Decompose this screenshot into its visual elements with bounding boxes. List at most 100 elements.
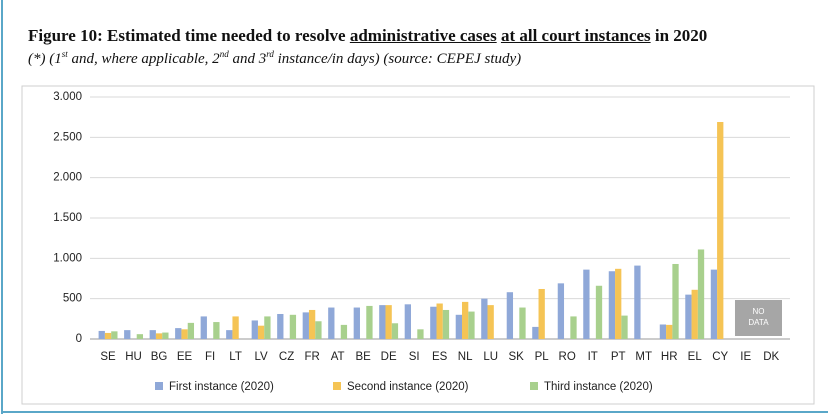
bar (264, 316, 271, 339)
text-part: and, where applicable, 2 (67, 51, 220, 67)
bar (277, 313, 284, 339)
x-tick-label: NL (458, 351, 473, 363)
bar (391, 323, 399, 339)
bar (481, 298, 488, 339)
bar (226, 330, 233, 339)
bar (666, 324, 673, 339)
bar (232, 316, 239, 339)
x-tick-label: MT (635, 351, 652, 363)
text-part: at all court instances (500, 26, 651, 45)
text-part: nd (219, 49, 229, 59)
bar (385, 305, 392, 339)
y-tick-label: 2.500 (53, 131, 82, 143)
legend-swatch (155, 382, 163, 390)
x-tick-label: FI (205, 351, 215, 363)
bar (672, 263, 679, 339)
bar (155, 333, 163, 339)
x-tick-label: AT (331, 351, 345, 363)
bar (506, 292, 514, 339)
x-tick-label: SK (509, 351, 525, 363)
x-tick-label: LU (483, 351, 498, 363)
x-tick-label: DK (763, 351, 779, 363)
bar (124, 330, 131, 339)
bar (634, 265, 641, 339)
bar (685, 294, 692, 339)
bar (697, 249, 705, 339)
no-data-box (734, 300, 782, 336)
chart-subtitle: (*) (1st and, where applicable, 2nd and … (28, 49, 521, 68)
text-part: in 2020 (650, 26, 708, 45)
x-tick-label: EE (177, 351, 193, 363)
bar (289, 314, 297, 339)
y-tick-label: 0 (76, 333, 82, 345)
bar (442, 309, 450, 339)
bar (417, 329, 424, 339)
frame-left (1, 0, 3, 414)
bar (615, 268, 622, 339)
bar (519, 307, 526, 339)
bar (532, 326, 539, 339)
legend-label: First instance (2020) (169, 381, 274, 393)
bar (315, 321, 322, 339)
bar (136, 334, 144, 339)
bar (468, 311, 475, 339)
bar (487, 305, 494, 339)
bar (187, 322, 195, 339)
bar (659, 324, 667, 339)
bar (111, 331, 118, 339)
chart-title: Figure 10: Estimated time needed to reso… (28, 26, 707, 46)
bar (717, 122, 724, 339)
bar (366, 305, 373, 339)
plot-frame (21, 85, 815, 405)
bar (162, 332, 169, 339)
text-part: (*) (1 (28, 51, 62, 67)
legend-swatch (333, 382, 341, 390)
x-tick-label: FR (304, 351, 319, 363)
x-tick-label: DE (381, 351, 397, 363)
bar (621, 315, 628, 339)
bar (200, 316, 207, 339)
bar (538, 288, 545, 339)
x-tick-label: EL (688, 351, 703, 363)
no-data-label: NO (752, 307, 764, 316)
y-tick-label: 2.000 (53, 172, 82, 184)
x-tick-label: IE (740, 351, 751, 363)
frame-bottom (1, 411, 828, 413)
text-part: st (61, 49, 68, 59)
bar (462, 301, 469, 339)
x-tick-label: SI (409, 351, 420, 363)
x-tick-label: BE (355, 351, 371, 363)
bar (404, 304, 411, 339)
legend-label: Third instance (2020) (544, 381, 653, 393)
x-tick-label: HU (125, 351, 142, 363)
text-part: and 3 (228, 51, 267, 67)
x-tick-label: ES (432, 351, 448, 363)
legend-label: Second instance (2020) (347, 381, 469, 393)
bar (570, 316, 577, 339)
x-tick-label: PT (611, 351, 626, 363)
bar (353, 307, 360, 339)
bar (302, 312, 309, 339)
bar (379, 305, 386, 339)
bar (213, 322, 220, 339)
y-tick-label: 500 (63, 293, 82, 305)
x-tick-label: CY (712, 351, 728, 363)
x-tick-label: PL (535, 351, 550, 363)
bar (691, 289, 698, 339)
x-tick-label: IT (588, 351, 598, 363)
no-data-label: DATA (748, 318, 769, 327)
bar (583, 269, 590, 339)
bar (340, 324, 348, 339)
x-tick-label: RO (559, 351, 576, 363)
text-part: rd (266, 49, 274, 59)
bar (436, 303, 443, 339)
bar (308, 309, 316, 339)
x-tick-label: BG (151, 351, 168, 363)
bar (98, 330, 105, 339)
bar (149, 330, 156, 339)
x-tick-label: CZ (279, 351, 294, 363)
y-tick-label: 1.000 (53, 252, 82, 264)
x-tick-label: LT (229, 351, 242, 363)
